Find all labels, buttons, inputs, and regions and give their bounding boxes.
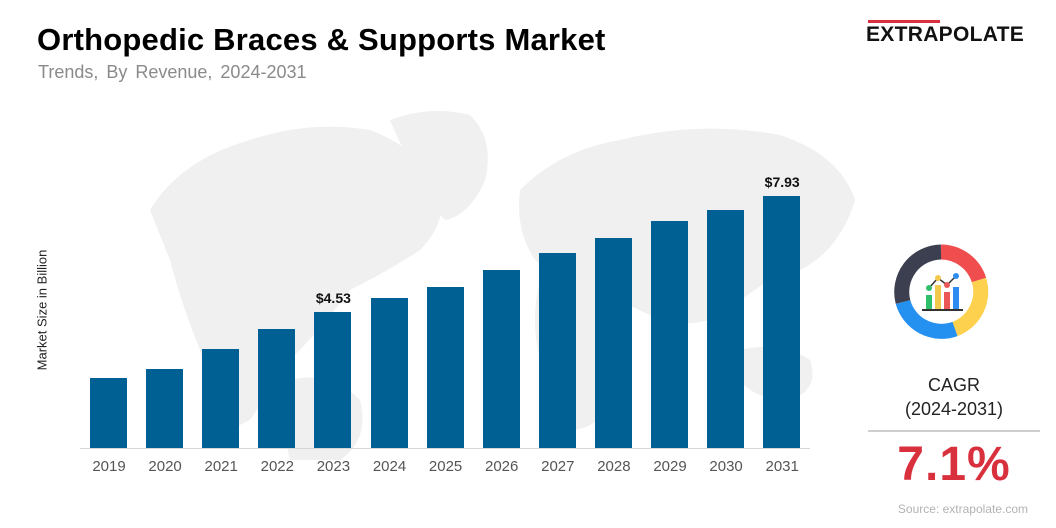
bar-2024: [370, 298, 408, 448]
x-tick-2029: 2029: [653, 458, 687, 475]
bar-2021: [202, 349, 240, 448]
x-tick-2019: 2019: [92, 458, 126, 475]
x-tick-2028: 2028: [597, 458, 631, 475]
x-tick-2023: 2023: [316, 458, 351, 475]
x-tick-2030: 2030: [709, 458, 743, 475]
cagr-period: (2024-2031): [904, 399, 1004, 419]
bar-2023: [314, 312, 352, 448]
analytics-donut-icon: [894, 244, 989, 339]
x-tick-2021: 2021: [204, 458, 238, 475]
bar-2030: [707, 210, 745, 448]
bar-2028: [594, 238, 632, 448]
x-tick-2025: 2025: [428, 458, 463, 475]
logo-text: EXTRAPOLATE: [866, 23, 1025, 46]
x-axis-line: [80, 448, 810, 449]
bar-2026: [482, 270, 520, 448]
data-label-2031: $7.93: [764, 174, 800, 191]
bar-2020: [146, 368, 184, 448]
bar-2019: [90, 378, 127, 448]
bar-2027: [538, 253, 576, 448]
cagr-title: CAGR: [927, 375, 980, 395]
x-tick-2020: 2020: [148, 458, 182, 475]
y-axis-label: Market Size in Billion: [34, 249, 50, 371]
logo-accent-bar: [868, 20, 940, 23]
x-tick-2024: 2024: [372, 458, 407, 475]
bar-2031: [763, 196, 801, 448]
x-tick-2027: 2027: [541, 458, 575, 475]
cagr-label: CAGR (2024-2031): [868, 373, 1040, 421]
cagr-value: 7.1%: [897, 438, 1011, 491]
x-tick-2026: 2026: [485, 458, 519, 475]
data-label-2023: $4.53: [315, 290, 351, 307]
page-title: Orthopedic Braces & Supports Market: [37, 22, 606, 57]
x-tick-2031: 2031: [765, 458, 799, 475]
source-credit: Source: extrapolate.com: [897, 502, 1028, 516]
bar-2025: [426, 287, 464, 448]
page-subtitle: Trends, By Revenue, 2024-2031: [38, 62, 307, 82]
x-tick-2022: 2022: [260, 458, 294, 475]
bar-2029: [651, 220, 688, 448]
cagr-divider: [868, 430, 1040, 432]
bar-2022: [258, 329, 296, 448]
